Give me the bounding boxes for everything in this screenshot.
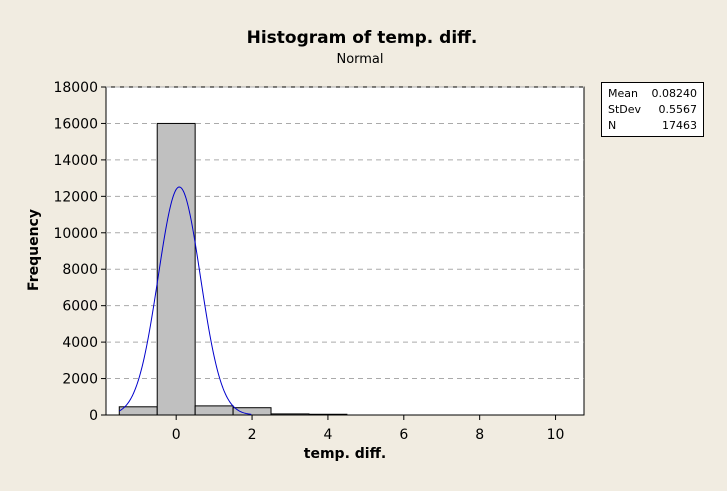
x-tick-label: 6: [399, 427, 408, 443]
y-tick-label: 4000: [62, 335, 98, 351]
x-tick-label: 0: [172, 427, 181, 443]
histogram-bar: [118, 406, 158, 416]
y-tick-label: 0: [89, 408, 98, 424]
y-tick-label: 10000: [53, 226, 98, 242]
stats-n-label: N: [608, 119, 617, 132]
y-tick-label: 2000: [62, 372, 98, 388]
y-axis-label: Frequency: [26, 209, 42, 291]
stats-stdev-value: 0.5567: [658, 103, 698, 116]
stats-n-row: N 17463: [608, 118, 697, 134]
y-tick-label: 16000: [53, 116, 98, 132]
x-tick-label: 4: [323, 427, 332, 443]
y-axis: 0 2000 4000 6000 8000 10000 12000 14000 16000 180…: [53, 80, 106, 424]
y-tick-label: 12000: [53, 189, 98, 205]
histogram-bar: [270, 413, 310, 416]
chart-title: Histogram of temp. diff.: [247, 28, 478, 48]
y-tick-label: 8000: [62, 262, 98, 278]
x-tick-label: 2: [248, 427, 257, 443]
histogram-bar: [308, 413, 348, 416]
stats-mean-label: Mean: [608, 87, 638, 100]
histogram-bar: [194, 405, 234, 416]
gridlines: [106, 86, 584, 380]
stats-mean-value: 0.08240: [651, 87, 698, 100]
histogram-bars: [118, 122, 348, 416]
summary-stats-box: Mean 0.08240 StDev 0.5567 N 17463: [601, 82, 704, 137]
y-tick-label: 6000: [62, 299, 98, 315]
x-tick-label: 10: [547, 427, 565, 443]
y-tick-label: 14000: [53, 153, 98, 169]
stats-n-value: 17463: [662, 119, 697, 132]
x-axis: 0 2 4 6 8 10: [172, 415, 565, 443]
stats-stdev-label: StDev: [608, 103, 642, 116]
chart-subtitle: Normal: [336, 52, 383, 67]
y-tick-label: 18000: [53, 80, 98, 96]
histogram-bar: [156, 122, 196, 416]
x-axis-label: temp. diff.: [304, 446, 386, 462]
histogram-bar: [232, 407, 272, 416]
stats-mean-row: Mean 0.08240: [608, 86, 697, 102]
stats-stdev-row: StDev 0.5567: [608, 102, 697, 118]
normal-fit-curve: [119, 186, 252, 415]
x-tick-label: 8: [475, 427, 484, 443]
